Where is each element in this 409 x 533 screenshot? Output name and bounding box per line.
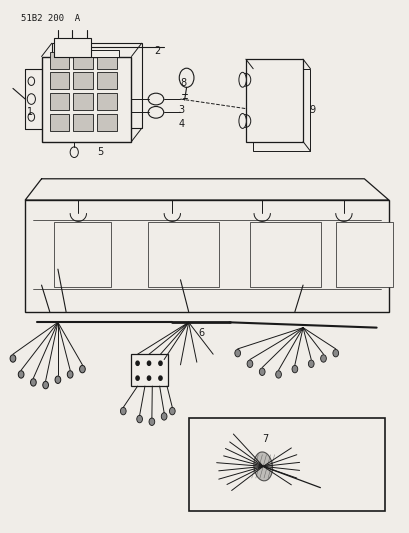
Circle shape <box>234 350 240 357</box>
Bar <box>253 69 310 151</box>
Bar <box>73 114 93 131</box>
Text: 5: 5 <box>97 147 103 157</box>
Bar <box>54 50 119 56</box>
Circle shape <box>55 376 61 383</box>
Text: 4: 4 <box>178 119 184 129</box>
Circle shape <box>158 361 162 366</box>
Bar <box>52 43 142 128</box>
Bar <box>49 114 69 131</box>
Ellipse shape <box>148 93 163 105</box>
Circle shape <box>136 361 139 366</box>
Text: 3: 3 <box>178 104 184 115</box>
Ellipse shape <box>238 114 246 128</box>
Ellipse shape <box>253 452 272 481</box>
Bar <box>335 222 392 287</box>
Ellipse shape <box>238 72 246 87</box>
Bar <box>147 222 219 287</box>
Bar <box>97 114 117 131</box>
Text: 1: 1 <box>27 107 33 117</box>
Bar <box>73 52 93 69</box>
Circle shape <box>137 415 142 423</box>
Text: 2: 2 <box>153 46 160 56</box>
Circle shape <box>148 418 154 425</box>
Circle shape <box>247 360 252 368</box>
Text: 51B2 200  A: 51B2 200 A <box>21 14 80 23</box>
Circle shape <box>18 370 24 378</box>
Bar <box>25 200 388 312</box>
Circle shape <box>30 378 36 386</box>
Text: 8: 8 <box>180 78 186 88</box>
Circle shape <box>67 370 73 378</box>
Bar <box>245 59 302 142</box>
Circle shape <box>136 376 139 380</box>
Circle shape <box>120 407 126 415</box>
Circle shape <box>291 366 297 373</box>
Circle shape <box>43 381 48 389</box>
Bar <box>249 222 321 287</box>
Circle shape <box>275 370 281 378</box>
Circle shape <box>259 368 265 375</box>
Bar <box>49 72 69 90</box>
Text: 7: 7 <box>262 434 268 445</box>
Bar <box>97 93 117 110</box>
Circle shape <box>332 350 338 357</box>
Circle shape <box>79 366 85 373</box>
Circle shape <box>158 376 162 380</box>
Circle shape <box>147 376 150 380</box>
Circle shape <box>10 355 16 362</box>
Circle shape <box>308 360 313 368</box>
Circle shape <box>169 407 175 415</box>
Bar <box>41 56 131 142</box>
Bar <box>54 38 90 56</box>
Circle shape <box>147 361 150 366</box>
Text: 9: 9 <box>308 104 315 115</box>
Bar <box>131 354 168 386</box>
Bar <box>97 72 117 90</box>
Bar <box>188 418 384 511</box>
Bar <box>49 52 69 69</box>
Circle shape <box>320 355 326 362</box>
Bar <box>73 93 93 110</box>
Bar <box>97 52 117 69</box>
Circle shape <box>161 413 166 420</box>
Bar <box>49 93 69 110</box>
Bar <box>54 222 111 287</box>
Ellipse shape <box>148 107 163 118</box>
Text: 6: 6 <box>198 328 204 338</box>
Bar <box>73 72 93 90</box>
